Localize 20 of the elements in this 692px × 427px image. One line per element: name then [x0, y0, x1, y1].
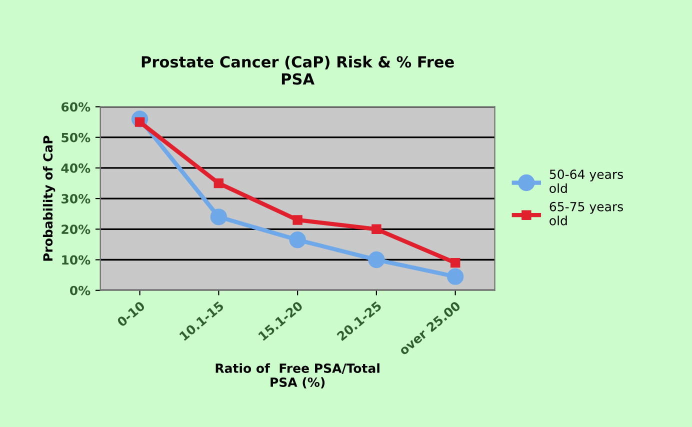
y-axis-title: Probability of CaP — [42, 136, 56, 261]
y-tick-label: 40% — [61, 163, 90, 173]
y-tick-label: 50% — [62, 132, 90, 142]
point — [289, 232, 306, 248]
point — [450, 258, 460, 268]
legend-label: 50-64 years old — [550, 170, 624, 194]
point — [372, 224, 382, 234]
y-tick-label: 30% — [62, 194, 90, 204]
x-axis-title: Ratio of Free PSA/Total PSA (%) — [216, 363, 380, 388]
point — [447, 268, 464, 285]
y-tick-label: 0% — [70, 286, 90, 296]
y-tick-label: 10% — [62, 255, 90, 265]
y-tick-label: 60% — [61, 102, 90, 112]
y-tick-label: 20% — [62, 224, 90, 234]
legend-label: 65-75 years old — [550, 202, 624, 226]
point — [292, 215, 302, 225]
point — [210, 208, 228, 226]
chart-title: Prostate Cancer (CaP) Risk & % Free PSA — [142, 56, 454, 85]
point — [214, 178, 224, 188]
point — [368, 251, 385, 268]
